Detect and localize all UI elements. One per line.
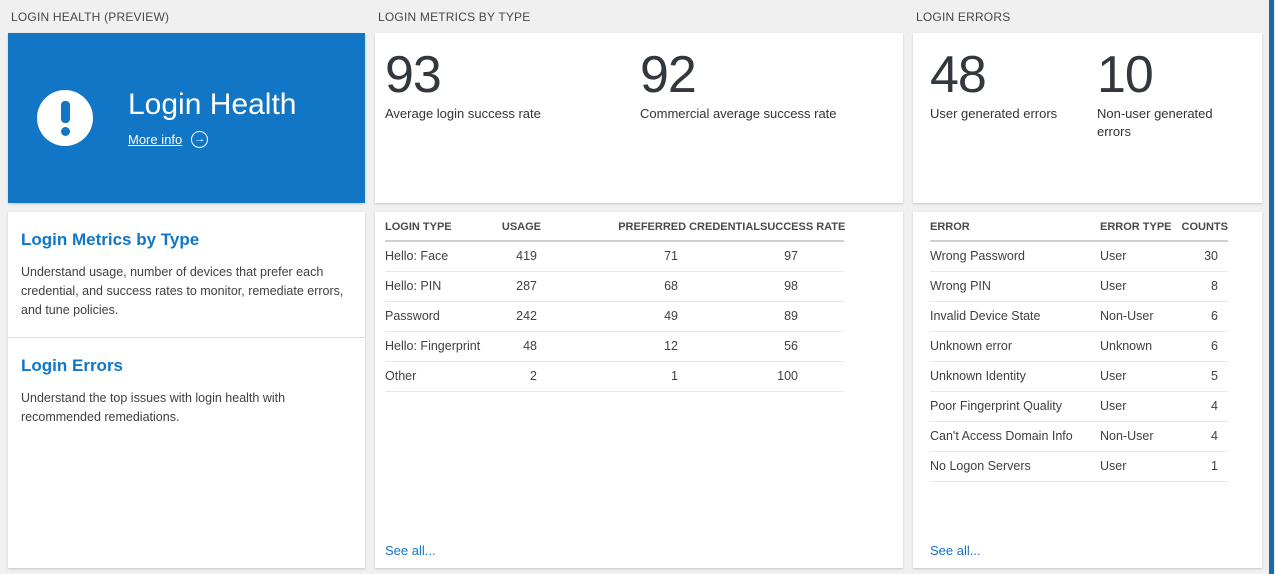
more-info-label[interactable]: More info: [128, 132, 183, 147]
login-metrics-panel-title: LOGIN METRICS BY TYPE: [378, 9, 531, 24]
table-cell: Password: [385, 302, 493, 332]
login-health-panel: LOGIN HEALTH (PREVIEW) Login Health More…: [8, 0, 365, 574]
arrow-right-icon[interactable]: →: [191, 131, 209, 148]
stat-label: Average login success rate: [385, 106, 541, 121]
nav-login-errors-description: Understand the top issues with login hea…: [21, 391, 286, 424]
table-cell: 5: [1180, 362, 1228, 392]
table-cell: 48: [493, 332, 541, 362]
column-header-success-rate: SUCCESS RATE: [760, 212, 845, 242]
column-header-error-type: ERROR TYPE: [1100, 212, 1180, 242]
table-cell: 49: [541, 302, 760, 332]
login-metrics-panel: LOGIN METRICS BY TYPE 93 Average login s…: [375, 0, 903, 574]
stat-label: Non-user generated errors: [1097, 106, 1213, 139]
login-errors-panel-title: LOGIN ERRORS: [916, 9, 1011, 24]
table-cell: Poor Fingerprint Quality: [930, 392, 1100, 422]
login-metrics-table-card: LOGIN TYPE USAGE PREFERRED CREDENTIAL SU…: [375, 212, 903, 568]
column-header-counts: COUNTS: [1180, 212, 1228, 242]
table-cell: Hello: Fingerprint: [385, 332, 493, 362]
table-cell: User: [1100, 272, 1180, 302]
table-cell: 4: [1180, 422, 1228, 452]
login-metrics-table: LOGIN TYPE USAGE PREFERRED CREDENTIAL SU…: [375, 212, 903, 392]
stat-value: 92: [640, 46, 697, 104]
table-cell: 287: [493, 272, 541, 302]
see-all-link[interactable]: See all...: [385, 543, 436, 558]
more-info-link[interactable]: More info →: [128, 131, 296, 148]
nav-section-login-metrics: Login Metrics by Type Understand usage, …: [8, 212, 365, 337]
table-cell: 6: [1180, 302, 1228, 332]
column-header-error: ERROR: [930, 212, 1100, 242]
nav-login-errors-link[interactable]: Login Errors: [21, 356, 124, 375]
table-cell: 100: [760, 362, 844, 392]
column-header-preferred-credential: PREFERRED CREDENTIAL: [541, 212, 760, 242]
table-cell: Hello: PIN: [385, 272, 493, 302]
table-cell: 242: [493, 302, 541, 332]
table-cell: Unknown error: [930, 332, 1100, 362]
table-cell: User: [1100, 362, 1180, 392]
table-cell: User: [1100, 392, 1180, 422]
table-cell: User: [1100, 242, 1180, 272]
table-cell: 89: [760, 302, 844, 332]
stat-value: 93: [385, 46, 442, 104]
stat-non-user-generated-errors: 10 Non-user generated errors: [1097, 47, 1237, 203]
login-errors-table-card: ERROR ERROR TYPE COUNTS Wrong Password U…: [913, 212, 1262, 568]
table-cell: Unknown: [1100, 332, 1180, 362]
table-cell: 1: [541, 362, 760, 392]
right-edge-accent-strip: [1269, 0, 1274, 574]
table-cell: 68: [541, 272, 760, 302]
column-header-login-type: LOGIN TYPE: [385, 212, 493, 242]
table-cell: 71: [541, 242, 760, 272]
column-header-usage: USAGE: [493, 212, 541, 242]
table-cell: 2: [493, 362, 541, 392]
table-cell: Wrong Password: [930, 242, 1100, 272]
stat-value: 48: [930, 46, 987, 104]
stat-commercial-success-rate: 92 Commercial average success rate: [640, 47, 837, 203]
table-cell: Unknown Identity: [930, 362, 1100, 392]
table-cell: No Logon Servers: [930, 452, 1100, 482]
table-cell: 8: [1180, 272, 1228, 302]
table-cell: 1: [1180, 452, 1228, 482]
stat-value: 10: [1097, 46, 1154, 104]
login-metrics-stats-card: 93 Average login success rate 92 Commerc…: [375, 33, 903, 203]
see-all-link[interactable]: See all...: [930, 543, 981, 558]
stat-user-generated-errors: 48 User generated errors: [930, 47, 1097, 203]
table-cell: Non-User: [1100, 422, 1180, 452]
exclamation-icon: [37, 90, 93, 146]
table-cell: 56: [760, 332, 844, 362]
table-cell: Invalid Device State: [930, 302, 1100, 332]
login-health-panel-title: LOGIN HEALTH (PREVIEW): [11, 9, 170, 24]
login-errors-table: ERROR ERROR TYPE COUNTS Wrong Password U…: [913, 212, 1262, 482]
table-cell: 12: [541, 332, 760, 362]
table-cell: 98: [760, 272, 844, 302]
nav-section-login-errors: Login Errors Understand the top issues w…: [8, 337, 365, 444]
table-cell: Non-User: [1100, 302, 1180, 332]
stat-label: Commercial average success rate: [640, 106, 837, 121]
table-cell: User: [1100, 452, 1180, 482]
login-errors-stats-card: 48 User generated errors 10 Non-user gen…: [913, 33, 1262, 203]
stat-average-success-rate: 93 Average login success rate: [385, 47, 640, 203]
login-health-banner: Login Health More info →: [8, 33, 365, 203]
table-cell: Can't Access Domain Info: [930, 422, 1100, 452]
login-health-nav-card: Login Metrics by Type Understand usage, …: [8, 212, 365, 568]
table-cell: Other: [385, 362, 493, 392]
login-errors-panel: LOGIN ERRORS 48 User generated errors 10…: [913, 0, 1262, 574]
table-cell: Wrong PIN: [930, 272, 1100, 302]
table-cell: 419: [493, 242, 541, 272]
stat-label: User generated errors: [930, 106, 1058, 121]
table-cell: 30: [1180, 242, 1228, 272]
table-cell: 6: [1180, 332, 1228, 362]
table-cell: Hello: Face: [385, 242, 493, 272]
nav-login-metrics-link[interactable]: Login Metrics by Type: [21, 230, 200, 249]
table-cell: 97: [760, 242, 844, 272]
banner-title: Login Health: [128, 88, 297, 121]
nav-login-metrics-description: Understand usage, number of devices that…: [21, 265, 344, 317]
table-cell: 4: [1180, 392, 1228, 422]
